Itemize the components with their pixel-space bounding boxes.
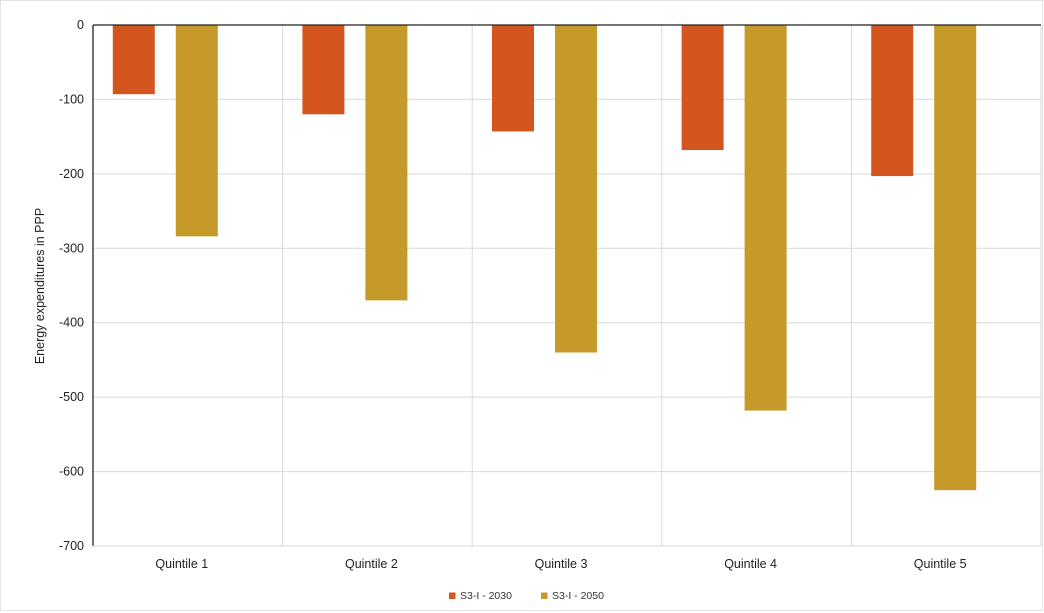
bar-2050-q4 (744, 25, 787, 411)
legend: S3-I - 2030 S3-I - 2050 (449, 590, 604, 602)
y-tick-label: -700 (59, 539, 84, 553)
bar-2050-q5 (934, 25, 977, 491)
bar-2030-q4 (681, 25, 724, 151)
y-tick-label: 0 (77, 18, 84, 32)
y-tick-label: -400 (59, 316, 84, 330)
y-axis-title: Energy expenditures in PPP (33, 208, 47, 364)
legend-label-2050: S3-I - 2050 (552, 590, 604, 602)
y-tick-label: -600 (59, 465, 84, 479)
legend-swatch-2050 (541, 592, 548, 599)
y-tick-label: -500 (59, 390, 84, 404)
y-tick-label: -100 (59, 92, 84, 106)
bar-2030-q5 (871, 25, 914, 177)
bar-2030-q1 (112, 25, 155, 95)
x-tick-label: Quintile 3 (535, 557, 588, 571)
bar-2050-q2 (365, 25, 408, 301)
legend-label-2030: S3-I - 2030 (460, 590, 512, 602)
y-tick-label: -300 (59, 241, 84, 255)
gridlines (93, 25, 1042, 546)
legend-swatch-2030 (449, 592, 456, 599)
x-tick-label: Quintile 4 (724, 557, 777, 571)
bar-2030-q2 (302, 25, 345, 115)
x-tick-labels: Quintile 1 Quintile 2 Quintile 3 Quintile 4… (155, 557, 966, 571)
x-tick-label: Quintile 5 (914, 557, 967, 571)
bar-2050-q1 (175, 25, 218, 237)
x-tick-label: Quintile 1 (155, 557, 208, 571)
bar-2030-q3 (492, 25, 534, 132)
y-tick-labels: 0 -100 -200 -300 -400 -500 -600 -700 (59, 18, 84, 553)
axes (92, 24, 1041, 547)
bar-2050-q3 (555, 25, 597, 353)
x-tick-label: Quintile 2 (345, 557, 398, 571)
bars (112, 25, 977, 491)
y-tick-label: -200 (59, 167, 84, 181)
